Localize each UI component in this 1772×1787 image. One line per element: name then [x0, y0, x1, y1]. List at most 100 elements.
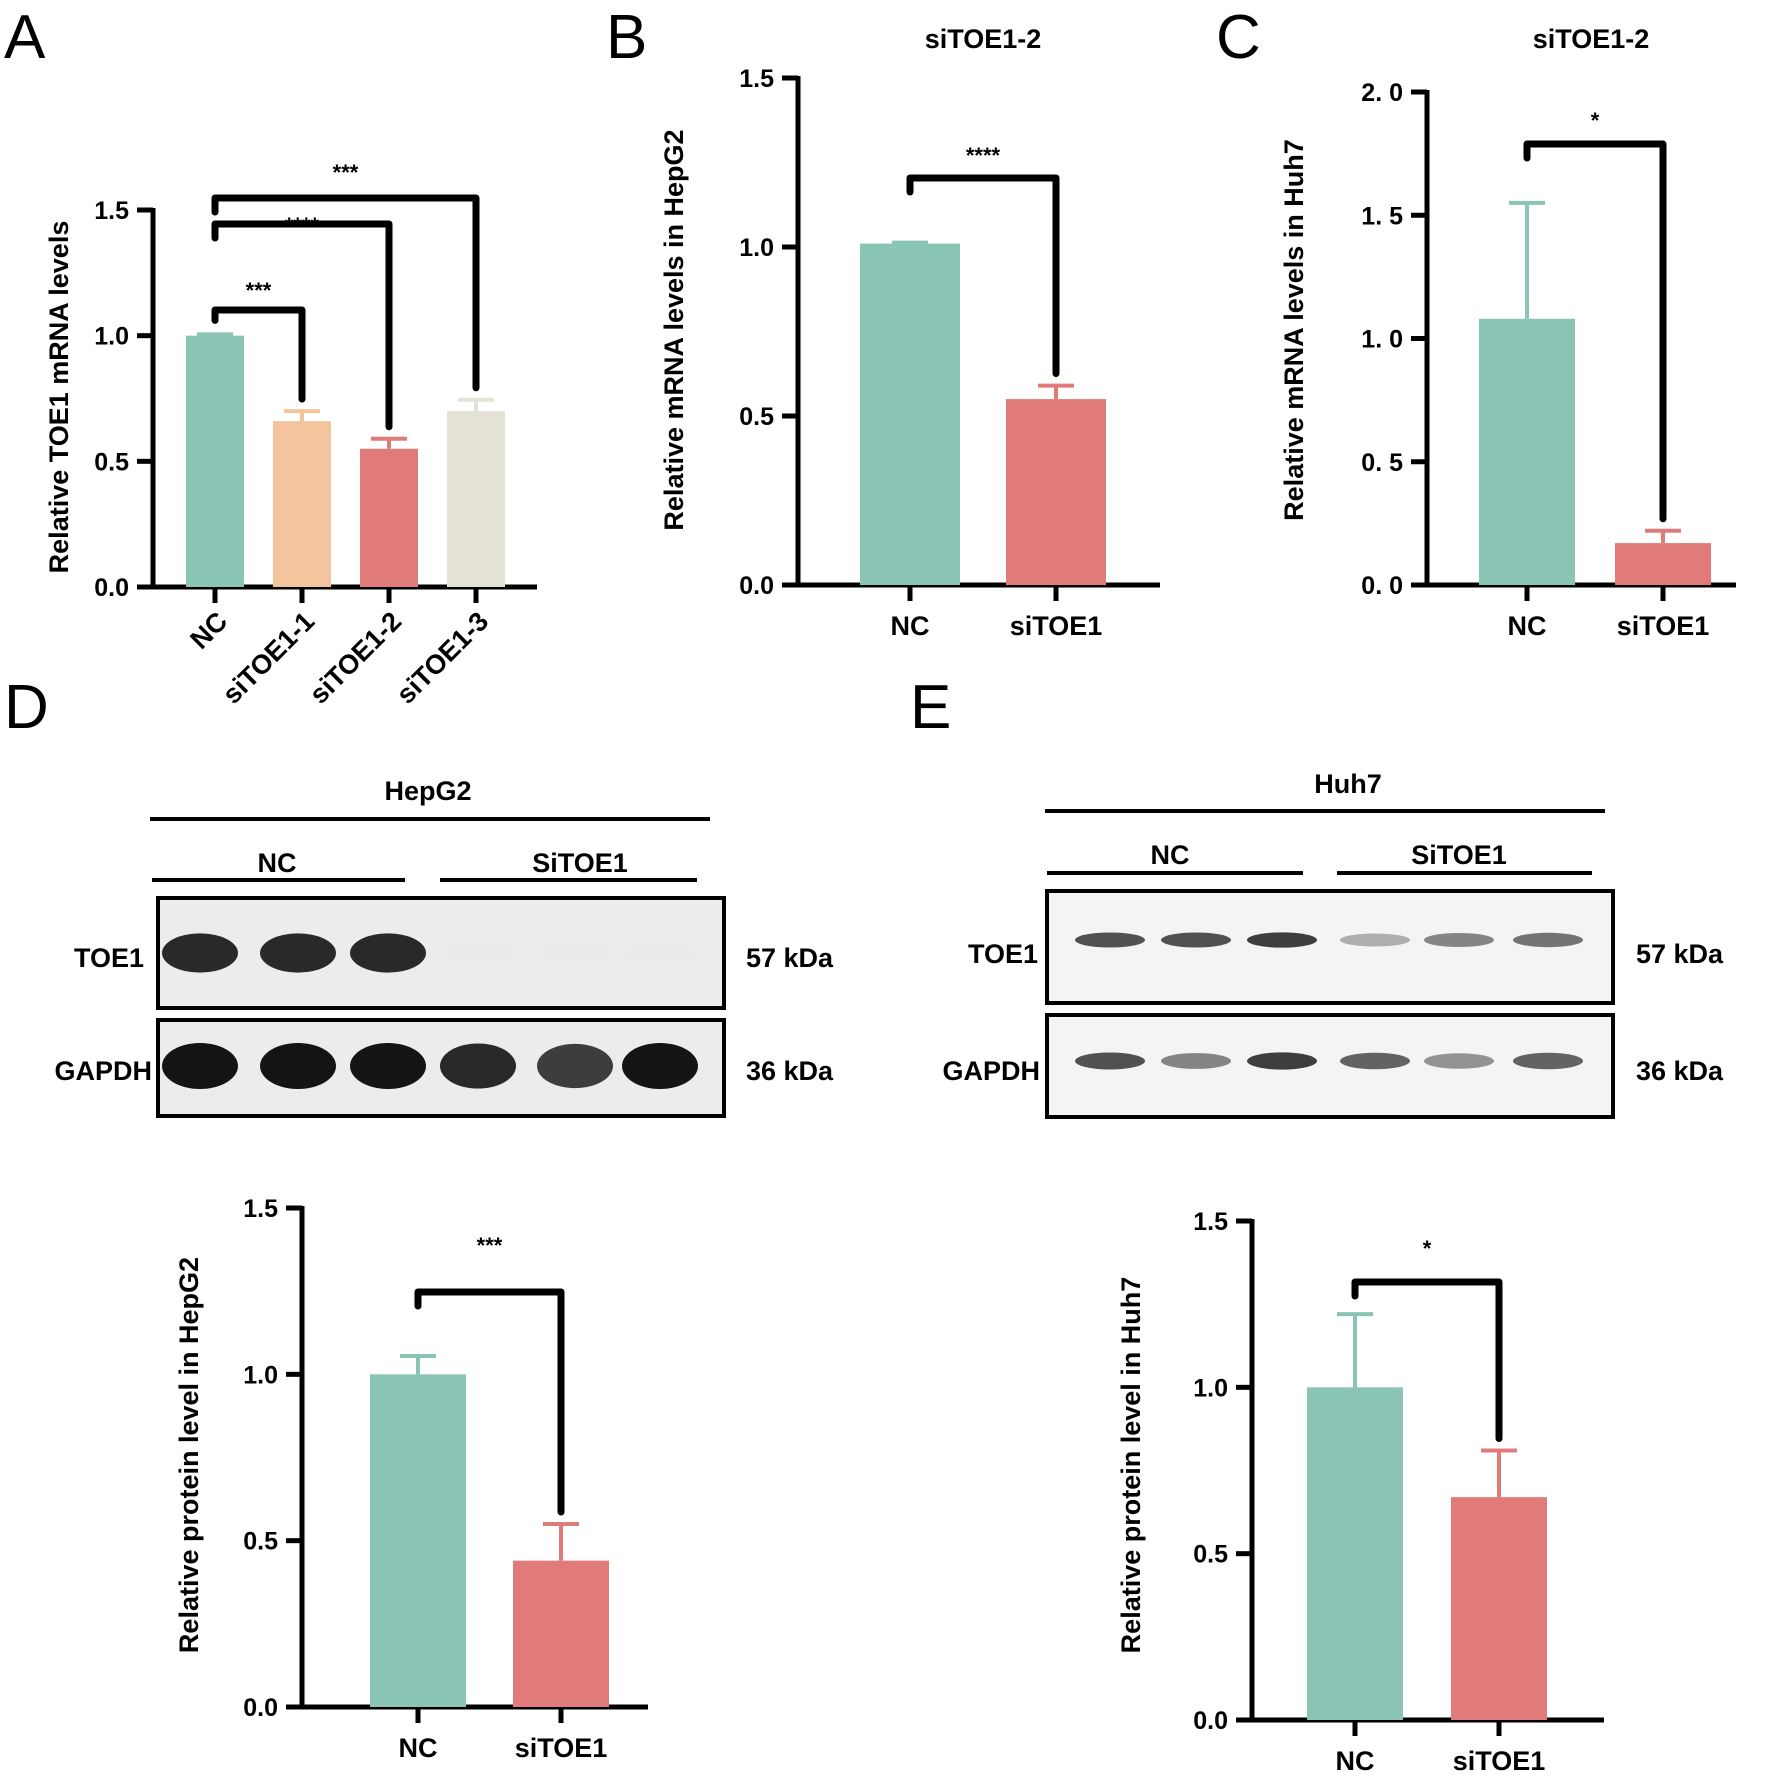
y-tick-label: 2. 0: [1361, 79, 1403, 107]
x-tick-label: siTOE1: [1010, 611, 1103, 641]
bar-sitoe1: [1006, 399, 1106, 585]
y-tick-label: 0. 0: [1361, 572, 1403, 600]
blot-band-toe1: [1247, 932, 1317, 948]
chart-b-hepg2-mrna: siTOE1-2 Relative mRNA levels in HepG2 0.0…: [659, 24, 1160, 641]
blot-band-toe1: [260, 933, 336, 973]
bar-sitoe1-2: [360, 448, 418, 587]
x-tick-label: siTOE1: [515, 1733, 608, 1763]
blot-protein-label-gapdh: GAPDH: [54, 1056, 152, 1086]
y-tick-label: 0.5: [739, 403, 774, 431]
blot-cell-line-label: HepG2: [384, 776, 471, 806]
significance-label: *: [1423, 1236, 1432, 1261]
significance-label: ****: [285, 213, 320, 238]
x-tick-label: NC: [1508, 611, 1547, 641]
x-tick-label: siTOE1-3: [391, 606, 495, 710]
panel-letter-c: C: [1216, 3, 1261, 72]
bar-sitoe1: [1615, 543, 1711, 585]
bar-sitoe1-1: [273, 421, 331, 587]
blot-band-toe1: [1340, 933, 1410, 947]
blot-protein-label-toe1: TOE1: [74, 943, 144, 973]
chart-a-mrna-levels: Relative TOE1 mRNA levels0.00.51.01.5NCs…: [44, 160, 537, 710]
western-blot-huh7: Huh7 NC SiTOE1 TOE1 GAPDH 57 kDa 36 kDa: [942, 769, 1724, 1119]
y-tick-label: 1.5: [94, 197, 129, 225]
bar-nc: [370, 1374, 466, 1707]
y-tick-label: 1.0: [243, 1361, 278, 1389]
y-axis-label: Relative protein level in Huh7: [1116, 1277, 1146, 1654]
blot-bands: [162, 933, 698, 1089]
x-tick-label: NC: [891, 611, 930, 641]
blot-group-label-nc: NC: [258, 848, 297, 878]
significance-bracket: [211, 220, 393, 431]
panel-letter-e: E: [910, 673, 951, 742]
blot-band-toe1: [537, 940, 613, 966]
blot-band-gapdh: [162, 1043, 238, 1089]
panel-letter-b: B: [606, 3, 647, 72]
x-tick-label: siTOE1-1: [217, 606, 321, 710]
blot-protein-label-gapdh: GAPDH: [942, 1056, 1040, 1086]
y-axis-label: Relative TOE1 mRNA levels: [44, 221, 74, 574]
blot-membrane-toe1: [1045, 889, 1615, 1005]
blot-band-gapdh: [1075, 1052, 1145, 1070]
y-tick-label: 0.0: [243, 1694, 278, 1722]
blot-band-gapdh: [1247, 1052, 1317, 1070]
y-tick-label: 1.0: [739, 234, 774, 262]
y-tick-label: 1. 5: [1361, 202, 1403, 230]
blot-band-gapdh: [440, 1043, 516, 1089]
blot-band-toe1: [1161, 932, 1231, 948]
y-tick-label: 1. 0: [1361, 326, 1403, 354]
chart-e-huh7-protein: Relative protein level in Huh7 0.0 0.5 1.0 1…: [1116, 1208, 1604, 1776]
blot-group-label-nc: NC: [1151, 840, 1190, 870]
x-tick-label: siTOE1-2: [304, 606, 408, 710]
blot-membrane-toe1: [156, 896, 726, 1010]
x-tick-label: siTOE1: [1453, 1746, 1546, 1776]
y-tick-label: 0.0: [94, 574, 129, 602]
significance-bracket: [1351, 1278, 1503, 1443]
blot-size-label-gapdh: 36 kDa: [746, 1056, 834, 1086]
significance-bracket: [211, 194, 480, 392]
blot-band-toe1: [1424, 932, 1494, 948]
y-tick-label: 0.5: [1193, 1541, 1228, 1569]
y-axis-label: Relative mRNA levels in Huh7: [1279, 139, 1309, 521]
y-tick-label: 1.0: [1193, 1374, 1228, 1402]
significance-bracket: [906, 174, 1060, 378]
y-tick-label: 1.0: [94, 323, 129, 351]
significance-bracket: [1523, 140, 1667, 523]
x-tick-label: siTOE1: [1617, 611, 1710, 641]
y-axis-label: Relative mRNA levels in HepG2: [659, 129, 689, 530]
chart-title: siTOE1-2: [925, 24, 1042, 54]
significance-label: ***: [477, 1233, 503, 1258]
panel-letter-a: A: [4, 3, 46, 72]
y-tick-label: 1.5: [1193, 1208, 1228, 1236]
bar-nc: [186, 335, 244, 587]
panel-letter-d: D: [4, 673, 49, 742]
blot-band-toe1: [162, 933, 238, 973]
y-tick-label: 0.0: [739, 572, 774, 600]
chart-title: siTOE1-2: [1533, 24, 1650, 54]
y-tick-label: 1.5: [243, 1195, 278, 1223]
y-tick-label: 0. 5: [1361, 449, 1403, 477]
chart-c-huh7-mrna: siTOE1-2 Relative mRNA levels in Huh7 0. 0…: [1279, 24, 1736, 641]
significance-label: ***: [333, 160, 359, 185]
blot-protein-label-toe1: TOE1: [968, 939, 1038, 969]
blot-band-gapdh: [1161, 1053, 1231, 1069]
significance-bracket: [414, 1288, 565, 1516]
blot-size-label-toe1: 57 kDa: [1636, 939, 1724, 969]
blot-membrane-gapdh: [1045, 1013, 1615, 1119]
blot-band-gapdh: [1340, 1052, 1410, 1070]
bar-nc: [860, 243, 960, 585]
x-tick-label: NC: [184, 606, 233, 655]
y-tick-label: 0.0: [1193, 1707, 1228, 1735]
blot-size-label-toe1: 57 kDa: [746, 943, 834, 973]
blot-band-gapdh: [1424, 1053, 1494, 1069]
blot-band-gapdh: [260, 1043, 336, 1089]
y-tick-label: 0.5: [94, 448, 129, 476]
significance-bracket: [211, 306, 306, 403]
significance-label: ***: [246, 278, 272, 303]
blot-band-toe1: [1513, 932, 1583, 948]
bar-sitoe1-3: [447, 411, 505, 587]
blot-band-toe1: [440, 940, 516, 966]
x-tick-label: NC: [1336, 1746, 1375, 1776]
y-axis-label: Relative protein level in HepG2: [174, 1257, 204, 1653]
bar-sitoe1: [513, 1560, 609, 1707]
